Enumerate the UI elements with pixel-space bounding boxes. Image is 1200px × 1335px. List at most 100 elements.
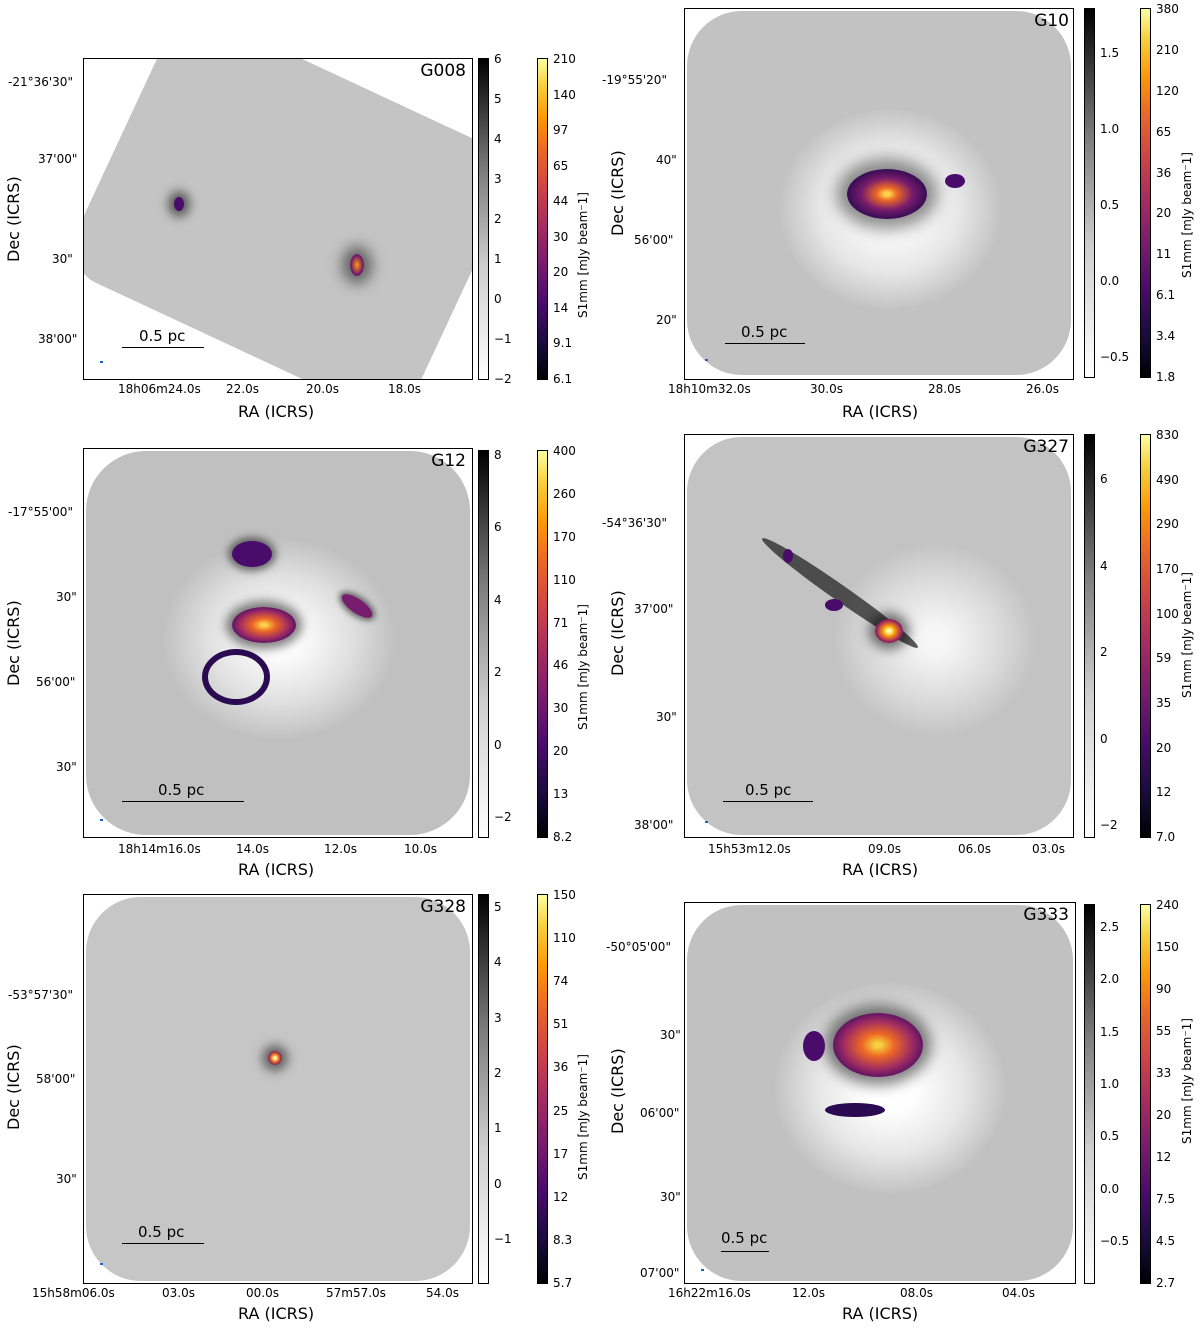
dec-tick: 37'00" — [38, 152, 78, 166]
panel-g10: G10 0.5 pc -19°55'20" 40" 56'00" 20" Dec… — [600, 0, 1200, 430]
panel-g333: G333 0.5 pc -50°05'00" 30" 06'00" 30" 07… — [600, 880, 1200, 1335]
dec-tick: -50°05'00" — [606, 940, 671, 954]
inferno-colorbar — [537, 58, 548, 380]
scale-bar-label: 0.5 pc — [741, 323, 788, 341]
dec-tick: -54°36'30" — [602, 516, 667, 530]
gray-ticks: 5 4 3 2 1 0 −1 — [494, 900, 512, 1246]
negative-bowl — [835, 545, 1035, 735]
inferno-colorbar — [1140, 904, 1151, 1284]
map-frame: G328 0.5 pc — [83, 894, 473, 1284]
y-axis-label: Dec (ICRS) — [608, 590, 627, 676]
ra-tick: 09.0s — [868, 842, 901, 856]
panel-g008: G008 0.5 pc -21°36'30" 37'00" 30" 38'00"… — [0, 0, 600, 430]
beam-marker — [705, 359, 708, 361]
ra-tick: 03.0s — [1032, 842, 1065, 856]
observed-region — [86, 897, 470, 1281]
color-ticks: 830 490 290 170 100 59 35 20 12 7.0 — [1156, 428, 1179, 844]
x-axis-label: RA (ICRS) — [238, 860, 315, 879]
scale-bar — [721, 1251, 769, 1252]
scale-bar — [122, 347, 204, 348]
scale-bar-label: 0.5 pc — [139, 327, 186, 345]
scale-bar-label: 0.5 pc — [721, 1229, 768, 1247]
ra-tick: 08.0s — [900, 1286, 933, 1300]
beam-marker — [705, 821, 708, 823]
dec-tick: -17°55'00" — [8, 505, 73, 519]
dec-tick: -19°55'20" — [602, 73, 667, 87]
scale-bar — [725, 343, 805, 344]
map-frame: G008 0.5 pc — [83, 58, 473, 380]
scale-bar-label: 0.5 pc — [745, 781, 792, 799]
ra-tick: 00.0s — [246, 1286, 279, 1300]
ra-tick: 20.0s — [306, 382, 339, 396]
dec-tick: 38'00" — [38, 332, 78, 346]
core-source — [825, 1103, 885, 1117]
y-axis-label: Dec (ICRS) — [608, 150, 627, 236]
beam-marker — [100, 819, 103, 821]
grayscale-colorbar — [478, 450, 489, 838]
panel-name: G12 — [431, 451, 466, 471]
gray-ticks: 2.5 2.0 1.5 1.0 0.5 0.0 −0.5 — [1100, 920, 1130, 1248]
dec-tick: 30" — [52, 252, 73, 266]
map-frame: G327 0.5 pc — [684, 434, 1074, 838]
grayscale-colorbar — [478, 894, 489, 1284]
dec-tick: 40" — [656, 153, 677, 167]
colorbar-label: S1mm [mJy beam⁻1] — [1180, 1018, 1194, 1144]
core-source — [825, 599, 843, 611]
ra-tick: 10.0s — [404, 842, 437, 856]
core-source — [833, 1013, 923, 1077]
ra-tick: 06.0s — [958, 842, 991, 856]
ra-tick: 15h58m06.0s — [32, 1286, 115, 1300]
ra-tick: 15h53m12.0s — [708, 842, 791, 856]
dec-tick: 30" — [656, 710, 677, 724]
core-source — [232, 541, 272, 567]
dec-tick: 37'00" — [634, 602, 674, 616]
ra-tick: 16h22m16.0s — [668, 1286, 751, 1300]
x-axis-label: RA (ICRS) — [238, 1304, 315, 1323]
core-source — [268, 1051, 282, 1065]
core-source — [945, 174, 965, 188]
ra-tick: 18.0s — [388, 382, 421, 396]
color-ticks: 210 140 97 65 44 30 20 14 9.1 6.1 — [553, 52, 576, 386]
ra-tick: 54.0s — [426, 1286, 459, 1300]
inferno-colorbar — [537, 894, 548, 1284]
dec-tick: 30" — [56, 1172, 77, 1186]
dec-tick: 30" — [56, 760, 77, 774]
grayscale-colorbar — [478, 58, 489, 380]
ra-tick: 12.0s — [792, 1286, 825, 1300]
beam-marker — [701, 1269, 704, 1271]
x-axis-label: RA (ICRS) — [842, 860, 919, 879]
scale-bar — [122, 801, 244, 802]
ra-tick: 30.0s — [810, 382, 843, 396]
core-source — [202, 649, 270, 705]
y-axis-label: Dec (ICRS) — [608, 1048, 627, 1134]
dec-tick: 38'00" — [634, 818, 674, 832]
grayscale-colorbar — [1084, 904, 1095, 1284]
ra-tick: 14.0s — [236, 842, 269, 856]
core-source — [232, 607, 296, 643]
ra-tick: 57m57.0s — [326, 1286, 386, 1300]
dec-tick: 56'00" — [36, 675, 76, 689]
core-source — [174, 197, 184, 211]
x-axis-label: RA (ICRS) — [842, 402, 919, 421]
scale-bar-label: 0.5 pc — [158, 781, 205, 799]
color-ticks: 150 110 74 51 36 25 17 12 8.3 5.7 — [553, 888, 576, 1290]
panel-name: G327 — [1023, 437, 1069, 457]
panel-g12: G12 0.5 pc -17°55'00" 30" 56'00" 30" Dec… — [0, 430, 600, 880]
gray-ticks: 8 6 4 2 0 −2 — [494, 448, 512, 824]
panel-g327: G327 0.5 pc -54°36'30" 37'00" 30" 38'00"… — [600, 428, 1200, 880]
beam-marker — [100, 1263, 103, 1265]
panel-name: G008 — [420, 61, 466, 81]
colorbar-label: S1mm [mJy beam⁻1] — [576, 1054, 590, 1180]
dec-tick: 30" — [660, 1190, 681, 1204]
color-ticks: 240 150 90 55 33 20 12 7.5 4.5 2.7 — [1156, 898, 1179, 1290]
gray-ticks: 6 4 2 0 −2 — [1100, 472, 1118, 832]
dec-tick: -21°36'30" — [8, 75, 73, 89]
colorbar-label: S1mm [mJy beam⁻1] — [576, 604, 590, 730]
dec-tick: 20" — [656, 313, 677, 327]
ra-tick: 12.0s — [324, 842, 357, 856]
core-source — [803, 1031, 825, 1061]
ra-tick: 18h10m32.0s — [668, 382, 751, 396]
y-axis-label: Dec (ICRS) — [4, 176, 23, 262]
dec-tick: 30" — [660, 1028, 681, 1042]
dec-tick: 07'00" — [640, 1266, 680, 1280]
